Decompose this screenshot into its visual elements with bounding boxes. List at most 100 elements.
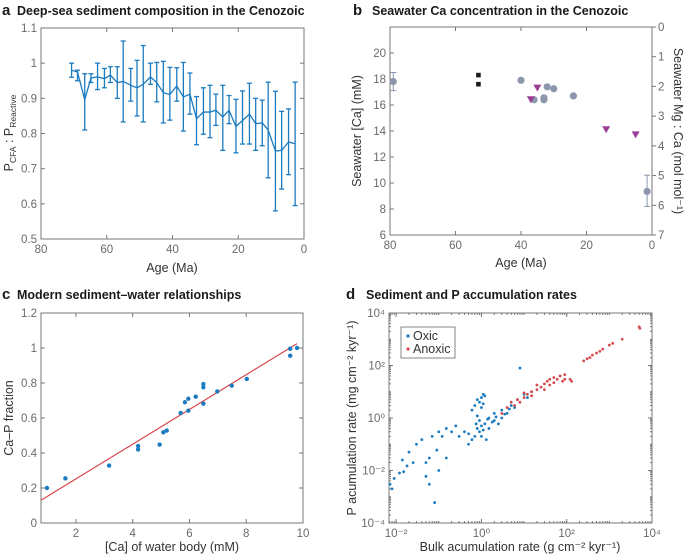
panel-d-anoxic-point — [611, 341, 615, 345]
panel-c-data-point — [244, 376, 249, 382]
panel-c-x-tick-label: 4 — [129, 528, 136, 540]
panel-a-y-tick-label: 1.1 — [21, 23, 37, 35]
panel-c-y-tick-label: 0.4 — [21, 448, 38, 460]
panel-d-oxic-point — [435, 448, 439, 452]
panel-c-data-point — [182, 400, 188, 405]
panel-d-anoxic-point — [522, 396, 526, 399]
panel-d-oxic-point — [481, 402, 485, 406]
panel-a-y-tick-label: 0.5 — [21, 234, 37, 246]
panel-b-letter: b — [353, 2, 362, 19]
panel-a-plot-frame — [40, 27, 305, 240]
panel-b-y2-tick-label: 6 — [658, 200, 664, 212]
panel-a-x-tick-label: 0 — [301, 244, 307, 256]
panel-b-x-tick-label: 40 — [515, 240, 528, 252]
legend-oxic-label: Oxic — [413, 329, 438, 343]
panel-b-x-tick-label: 20 — [580, 240, 593, 252]
panel-b-triangle-point — [631, 131, 640, 139]
panel-d-anoxic-point — [535, 383, 539, 387]
panel-b-y-tick-label: 20 — [373, 48, 386, 60]
panel-b-ylabel: Seawater [Ca] (mM) — [350, 75, 364, 187]
panel-d-oxic-point — [481, 428, 485, 432]
panel-d-oxic-point — [484, 438, 488, 442]
panel-b-y2-tick-label: 7 — [658, 230, 664, 242]
panel-a-ylabel: PCFA : PReactive — [2, 94, 18, 171]
panel-d-oxic-point — [463, 430, 466, 434]
panel-d-legend: Oxic Anoxic — [400, 326, 456, 359]
panel-c-ylabel: Ca–P fraction — [2, 380, 16, 456]
ylabel-part: P — [2, 128, 16, 136]
panel-c-x-tick-label: 8 — [243, 528, 249, 540]
panel-b-y-tick-label: 12 — [373, 152, 386, 164]
panel-b-triangle-point — [602, 126, 611, 134]
panel-d-oxic-point — [388, 482, 392, 486]
panel-a-letter: a — [2, 2, 11, 19]
legend-box — [400, 326, 456, 359]
panel-d-y-tick-label: 10² — [368, 361, 385, 373]
panel-c-x-tick-label: 10 — [297, 528, 310, 540]
panel-c-data-point — [135, 447, 141, 452]
panel-d-oxic-point — [470, 438, 474, 442]
panel-d-anoxic-point — [588, 356, 592, 359]
panel-d-oxic-point — [474, 422, 478, 426]
panel-d-anoxic-point — [513, 404, 517, 407]
panel-a-xlabel: Age (Ma) — [146, 261, 197, 275]
panel-b-circle-point — [543, 83, 551, 91]
panel-d-anoxic-point — [555, 377, 559, 381]
panel-d-oxic-point — [420, 438, 424, 442]
panel-a-x-tick-label: 20 — [232, 244, 245, 256]
panel-c-xlabel: [Ca] of water body (mM) — [105, 540, 239, 554]
panel-b-square-point — [476, 72, 481, 78]
panel-d-oxic-point — [490, 420, 494, 424]
panel-d-oxic-point — [467, 442, 470, 446]
panel-a-x-tick-label: 80 — [35, 244, 48, 256]
panel-d-oxic-point — [503, 412, 507, 416]
panel-d-anoxic-point — [590, 353, 594, 357]
panel-c-y-tick-label: 0.6 — [21, 413, 37, 425]
panel-d-oxic-point — [507, 407, 511, 411]
panel-b-y2-tick-label: 2 — [658, 81, 664, 93]
panel-d-oxic-point — [470, 408, 474, 412]
panel-c-data-point — [157, 442, 162, 447]
ylabel-sep: : — [2, 136, 16, 146]
panel-d-anoxic-point — [522, 391, 526, 395]
panel-d-oxic-point — [475, 427, 479, 430]
panel-b-y2label: Seawater Mg : Ca (mol mol⁻¹) — [671, 48, 685, 214]
panel-d-oxic-point — [411, 461, 415, 464]
panel-c-data-point — [44, 485, 50, 491]
panel-c-data-point — [294, 345, 300, 351]
panel-c-data-point — [186, 408, 191, 413]
panel-d-anoxic-point — [530, 394, 533, 398]
panel-d-x-tick-label: 10⁴ — [643, 528, 661, 540]
panel-a-y-tick-label: 1 — [31, 58, 37, 70]
panel-d-ylabel: P acumulation rate (mg cm⁻² kyr⁻¹) — [345, 321, 359, 516]
panel-b-y-tick-label: 6 — [380, 230, 386, 242]
panel-d-anoxic-point — [500, 411, 504, 415]
panel-d-anoxic-point — [548, 383, 552, 387]
panel-d-oxic-point — [483, 394, 487, 398]
panel-d-oxic-point — [473, 434, 477, 438]
panel-d-anoxic-point — [543, 382, 546, 386]
panel-d-oxic-point — [437, 469, 441, 472]
panel-d-oxic-point — [486, 417, 490, 421]
panel-c-title: Modern sediment–water relationships — [17, 288, 241, 302]
panel-b-y-tick-label: 18 — [373, 74, 386, 86]
panel-d-anoxic-point — [595, 351, 598, 355]
panel-d-x-tick-label: 10² — [558, 528, 575, 540]
panel-d-x-tick-label: 10⁻² — [385, 528, 408, 540]
panel-d-x-tick-label: 10⁰ — [473, 528, 491, 540]
panel-d-anoxic-point — [552, 376, 556, 379]
panel-d-oxic-point — [467, 432, 470, 436]
panel-b-title: Seawater Ca concentration in the Cenozoi… — [372, 4, 628, 18]
panel-d-oxic-point — [400, 458, 404, 462]
panel-a-x-tick-label: 40 — [166, 244, 179, 256]
panel-c-data-point — [178, 410, 183, 416]
panel-a-series-line — [71, 69, 296, 152]
panel-b-y2-tick-label: 5 — [658, 171, 664, 183]
panel-d-oxic-point — [480, 396, 483, 399]
panel-d-anoxic-point — [570, 379, 573, 383]
panel-c-data-point — [164, 428, 169, 433]
panel-d-oxic-point — [478, 400, 481, 404]
panel-d-anoxic-point — [509, 400, 513, 404]
panel-d-oxic-point — [480, 434, 483, 438]
